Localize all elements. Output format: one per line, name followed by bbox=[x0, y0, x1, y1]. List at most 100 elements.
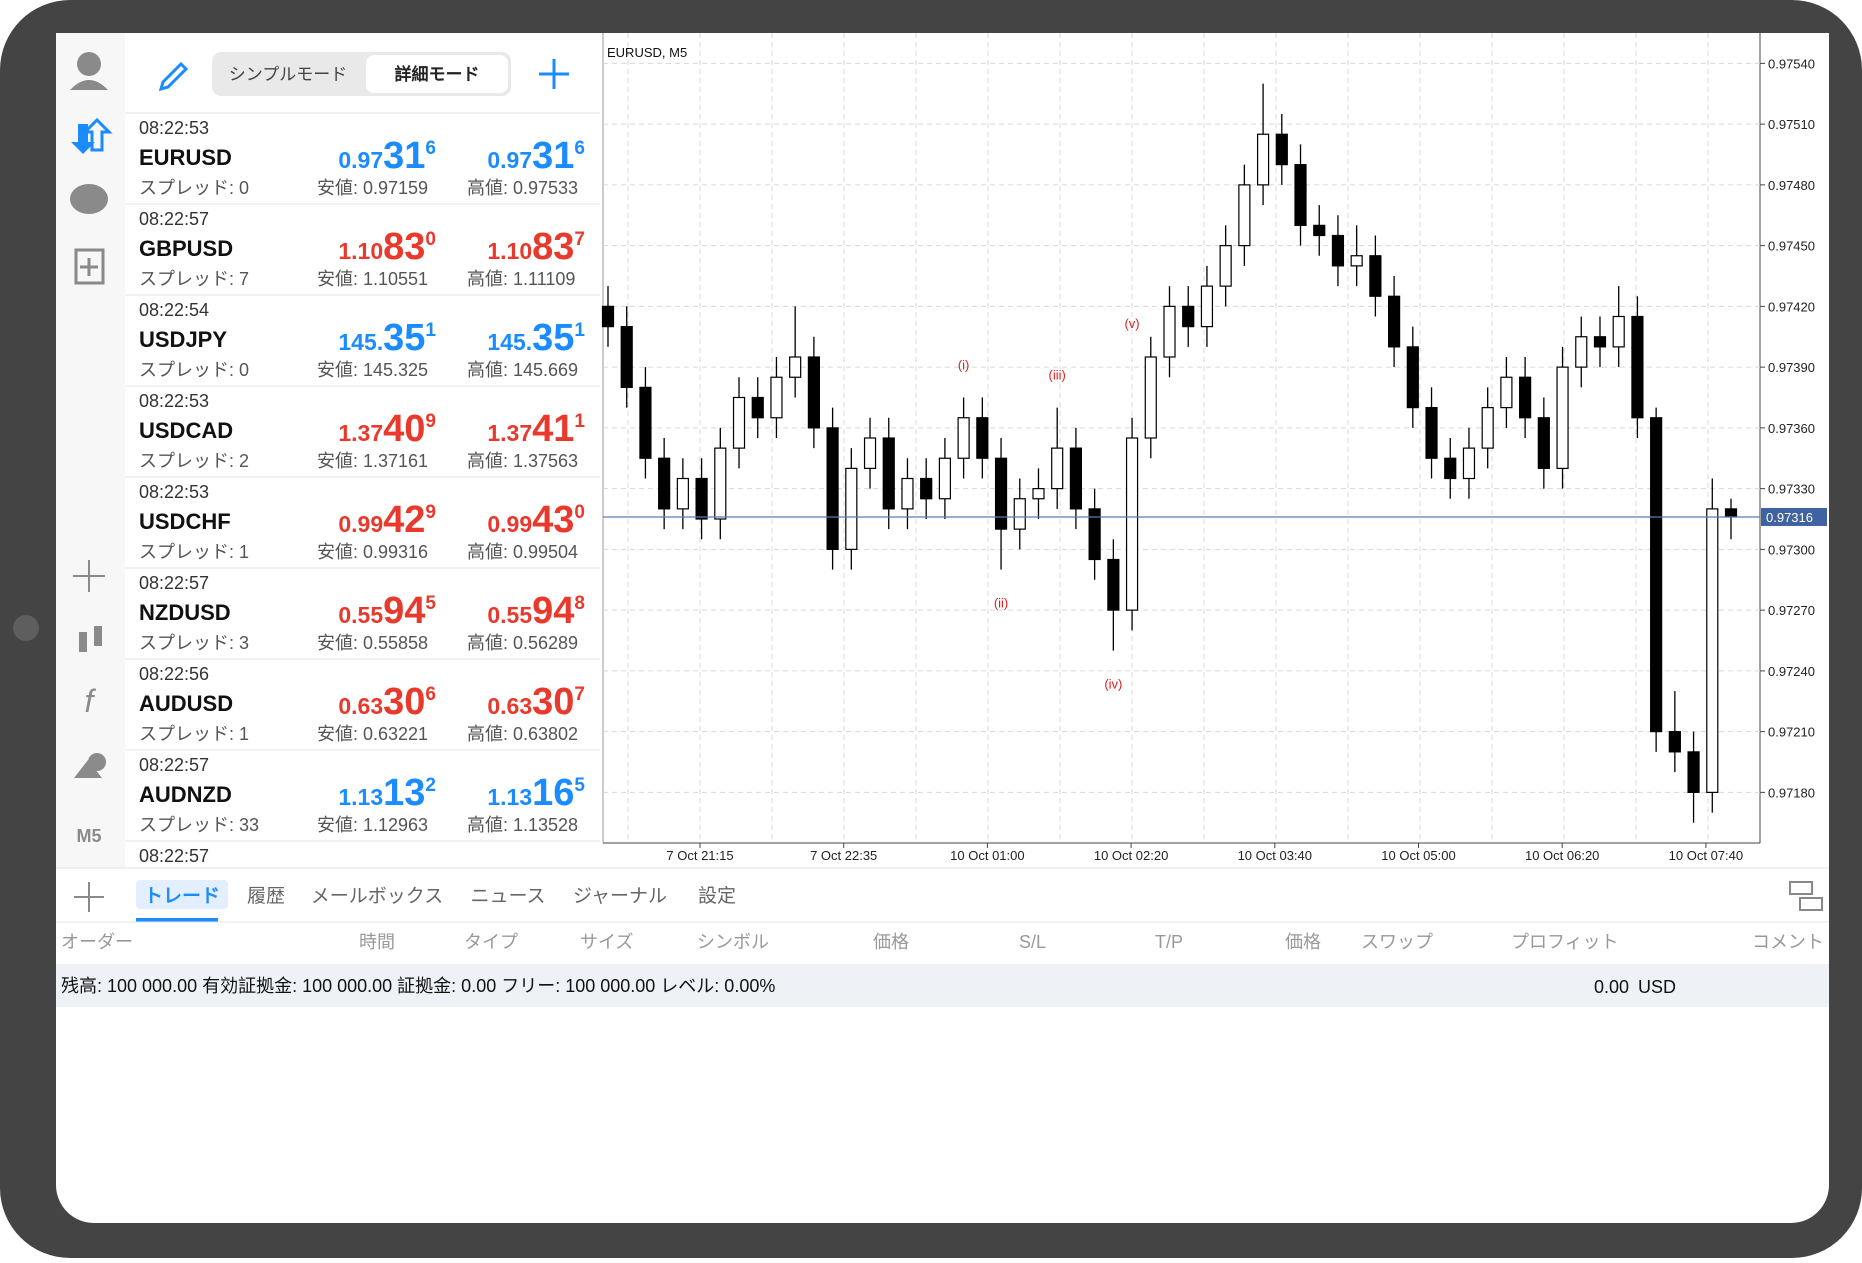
tab-indicator bbox=[136, 918, 218, 922]
candle-icon[interactable] bbox=[79, 632, 87, 652]
bid-price[interactable]: 0.97316 bbox=[338, 135, 436, 177]
symbol[interactable]: USDJPY bbox=[139, 327, 227, 352]
mode-detail[interactable]: 詳細モード bbox=[395, 64, 480, 84]
bid-prefix: 0.97 bbox=[338, 147, 383, 173]
high: 高値: 0.97533 bbox=[467, 178, 578, 198]
symbol[interactable]: NZDUSD bbox=[139, 600, 231, 625]
column-header: 価格 bbox=[873, 932, 909, 952]
ask-point: 6 bbox=[574, 138, 585, 159]
candle-body bbox=[1687, 751, 1700, 793]
symbol[interactable]: USDCHF bbox=[139, 509, 231, 534]
bid-price[interactable]: 1.37409 bbox=[338, 408, 436, 450]
y-tick-label: 0.97510 bbox=[1768, 117, 1815, 132]
candle-body bbox=[1369, 255, 1382, 297]
candle-body bbox=[1350, 255, 1363, 267]
spread: スプレッド: 1 bbox=[139, 724, 249, 744]
ask-price[interactable]: 1.37411 bbox=[487, 408, 585, 450]
tab[interactable]: 設定 bbox=[698, 885, 736, 907]
layout-icon[interactable] bbox=[1789, 881, 1813, 895]
symbol[interactable]: USDCAD bbox=[139, 418, 233, 443]
tab[interactable]: ジャーナル bbox=[573, 886, 667, 907]
candle-body bbox=[1575, 336, 1588, 368]
tab[interactable]: 履歴 bbox=[247, 886, 285, 907]
bid-pips: 94 bbox=[383, 590, 425, 632]
bid-pips: 31 bbox=[383, 135, 425, 177]
trade-icon[interactable] bbox=[71, 124, 95, 154]
ask-pips: 35 bbox=[532, 317, 574, 359]
candle-body bbox=[1631, 315, 1644, 419]
high: 高値: 0.63802 bbox=[467, 724, 578, 744]
high: 高値: 0.56289 bbox=[467, 633, 578, 653]
candle-body bbox=[1462, 447, 1476, 480]
candle-body bbox=[1500, 376, 1513, 409]
ask-price[interactable]: 1.10837 bbox=[487, 226, 585, 268]
quote-time: 08:22:56 bbox=[139, 664, 209, 684]
ask-point: 5 bbox=[574, 775, 585, 796]
sidebar-icons: f bbox=[70, 52, 113, 778]
chart: 0.97540 0.97510 0.97480 0.97450 0.97420 0.973… bbox=[601, 33, 1827, 863]
y-tick-label: 0.97180 bbox=[1768, 785, 1815, 800]
ask-price[interactable]: 1.13165 bbox=[487, 772, 585, 814]
add-symbol[interactable] bbox=[539, 59, 569, 89]
bid-point: 9 bbox=[425, 502, 436, 523]
candle-body bbox=[1444, 457, 1457, 480]
spread: スプレッド: 1 bbox=[139, 542, 249, 562]
symbol[interactable]: GBPUSD bbox=[139, 236, 233, 261]
objects-icon[interactable] bbox=[74, 760, 102, 778]
candle-body bbox=[1668, 731, 1681, 753]
ask-price[interactable]: 0.99430 bbox=[487, 499, 585, 541]
chat-icon[interactable] bbox=[70, 184, 108, 214]
y-tick-label: 0.97270 bbox=[1768, 603, 1815, 618]
timeframe[interactable]: M5 bbox=[76, 826, 101, 846]
tab[interactable]: メールボックス bbox=[311, 885, 443, 907]
edit-icon[interactable] bbox=[158, 61, 189, 92]
bid-price[interactable]: 0.99429 bbox=[338, 499, 436, 541]
mode-simple[interactable]: シンプルモード bbox=[229, 65, 348, 84]
account-icon-body[interactable] bbox=[70, 80, 108, 90]
low: 安値: 0.63221 bbox=[317, 724, 428, 744]
account-icon[interactable] bbox=[77, 52, 101, 76]
ask-pips: 83 bbox=[532, 226, 574, 268]
tabs: トレード 履歴 メールボックス ニュース ジャーナル 設定 bbox=[144, 885, 736, 907]
ask-price[interactable]: 0.55948 bbox=[487, 590, 585, 632]
low: 安値: 0.97159 bbox=[317, 178, 428, 198]
bid-point: 5 bbox=[425, 593, 436, 614]
ask-price[interactable]: 0.63307 bbox=[487, 681, 585, 723]
bid-price[interactable]: 1.13132 bbox=[338, 772, 436, 814]
add-order[interactable] bbox=[74, 882, 104, 912]
ask-price[interactable]: 145.351 bbox=[487, 317, 585, 359]
crosshair-icon[interactable] bbox=[73, 560, 105, 592]
bid-prefix: 0.55 bbox=[338, 602, 383, 628]
bid-price[interactable]: 0.55945 bbox=[338, 590, 436, 632]
bid-price[interactable]: 145.351 bbox=[338, 317, 436, 359]
column-header: 時間 bbox=[359, 932, 395, 952]
x-tick-label: 10 Oct 01:00 bbox=[950, 848, 1024, 863]
ask-price[interactable]: 0.97316 bbox=[487, 135, 585, 177]
bid-pips: 40 bbox=[383, 408, 425, 450]
tab[interactable]: トレード bbox=[144, 886, 220, 907]
bid-point: 6 bbox=[425, 684, 436, 705]
candle-body bbox=[1219, 245, 1232, 287]
bid-price[interactable]: 0.63306 bbox=[338, 681, 436, 723]
bid-price[interactable]: 1.10830 bbox=[338, 226, 436, 268]
ask-pips: 31 bbox=[532, 135, 574, 177]
symbol[interactable]: AUDUSD bbox=[139, 691, 233, 716]
y-tick-label: 0.97240 bbox=[1768, 664, 1815, 679]
low: 安値: 0.55858 bbox=[317, 633, 428, 653]
current-price-label: 0.97316 bbox=[1766, 510, 1813, 525]
ask-prefix: 0.63 bbox=[487, 693, 532, 719]
candle-body bbox=[1013, 498, 1026, 530]
y-tick-label: 0.97450 bbox=[1768, 239, 1815, 254]
bid-prefix: 1.10 bbox=[338, 238, 383, 264]
y-tick-label: 0.97540 bbox=[1768, 56, 1815, 71]
candle-body bbox=[882, 437, 895, 510]
symbol[interactable]: EURUSD bbox=[139, 145, 232, 170]
tab[interactable]: ニュース bbox=[470, 886, 545, 907]
home-button[interactable] bbox=[13, 615, 39, 641]
y-tick-label: 0.97210 bbox=[1768, 725, 1815, 740]
symbol[interactable]: AUDNZD bbox=[139, 782, 232, 807]
candle-icon-2[interactable] bbox=[94, 626, 102, 646]
trade-icon-up[interactable] bbox=[81, 117, 113, 152]
new-doc-icon[interactable] bbox=[74, 248, 105, 285]
ask-prefix: 1.13 bbox=[487, 784, 532, 810]
